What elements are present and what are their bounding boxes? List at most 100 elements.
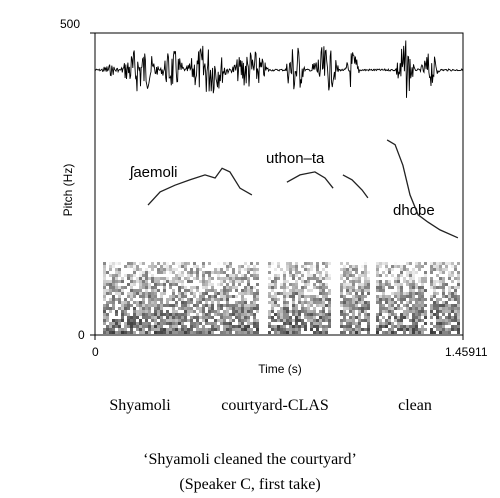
spectrogram-cell <box>184 319 187 322</box>
spectrogram-cell <box>406 268 409 271</box>
spectrogram-cell <box>295 268 298 271</box>
spectrogram-cell <box>430 277 433 280</box>
translation: ‘Shyamoli cleaned the courtyard’ <box>143 451 357 468</box>
spectrogram-cell <box>298 295 301 298</box>
spectrogram-cell <box>394 319 397 322</box>
spectrogram-cell <box>178 271 181 274</box>
spectrogram-cell <box>208 310 211 313</box>
spectrogram-cell <box>235 280 238 283</box>
spectrogram-cell <box>190 286 193 289</box>
spectrogram-cell <box>253 307 256 310</box>
pitch-contour <box>147 167 253 206</box>
spectrogram-cell <box>130 295 133 298</box>
spectrogram-cell <box>232 283 235 286</box>
spectrogram-cell <box>376 280 379 283</box>
spectrogram-cell <box>349 325 352 328</box>
spectrogram-cell <box>421 289 424 292</box>
spectrogram-cell <box>172 268 175 271</box>
spectrogram-cell <box>367 277 370 280</box>
spectrogram-cell <box>196 313 199 316</box>
spectrogram-cell <box>310 316 313 319</box>
annotation: uthon–ta <box>266 150 325 167</box>
spectrogram-cell <box>397 289 400 292</box>
spectrogram-cell <box>442 271 445 274</box>
spectrogram-cell <box>160 277 163 280</box>
spectrogram-cell <box>343 280 346 283</box>
spectrogram-cell <box>271 298 274 301</box>
spectrogram-cell <box>451 298 454 301</box>
spectrogram-cell <box>367 304 370 307</box>
spectrogram-cell <box>235 331 238 334</box>
spectrogram-cell <box>277 298 280 301</box>
spectrogram-cell <box>313 265 316 268</box>
spectrogram-cell <box>289 292 292 295</box>
spectrogram-cell <box>349 331 352 334</box>
spectrogram-cell <box>205 298 208 301</box>
spectrogram-cell <box>256 325 259 328</box>
spectrogram-cell <box>397 274 400 277</box>
spectrogram-cell <box>328 322 331 325</box>
spectrogram-cell <box>379 304 382 307</box>
spectrogram-cell <box>250 331 253 334</box>
spectrogram-cell <box>295 274 298 277</box>
spectrogram-cell <box>124 286 127 289</box>
spectrogram-cell <box>355 265 358 268</box>
spectrogram-cell <box>412 286 415 289</box>
spectrogram-cell <box>454 313 457 316</box>
spectrogram-cell <box>277 328 280 331</box>
spectrogram-cell <box>145 286 148 289</box>
y-axis-label: Pitch (Hz) <box>61 164 75 217</box>
spectrogram-cell <box>169 295 172 298</box>
spectrogram-cell <box>124 331 127 334</box>
spectrogram-cell <box>241 304 244 307</box>
spectrogram-cell <box>313 301 316 304</box>
spectrogram-cell <box>436 301 439 304</box>
spectrogram-cell <box>130 277 133 280</box>
spectrogram-cell <box>196 274 199 277</box>
spectrogram-cell <box>439 316 442 319</box>
spectrogram-cell <box>436 304 439 307</box>
spectrogram-cell <box>307 262 310 265</box>
spectrogram-cell <box>229 331 232 334</box>
spectrogram-cell <box>283 304 286 307</box>
spectrogram-cell <box>211 301 214 304</box>
spectrogram-cell <box>319 289 322 292</box>
spectrogram-cell <box>397 328 400 331</box>
spectrogram-cell <box>151 304 154 307</box>
spectrogram-cell <box>301 286 304 289</box>
spectrogram-cell <box>418 313 421 316</box>
spectrogram-cell <box>454 316 457 319</box>
spectrogram-cell <box>439 319 442 322</box>
spectrogram-cell <box>256 331 259 334</box>
spectrogram-cell <box>217 268 220 271</box>
spectrogram-cell <box>136 268 139 271</box>
spectrogram-cell <box>364 289 367 292</box>
spectrogram-cell <box>442 283 445 286</box>
spectrogram-cell <box>220 307 223 310</box>
spectrogram-cell <box>400 271 403 274</box>
spectrogram-cell <box>226 262 229 265</box>
spectrogram-cell <box>391 331 394 334</box>
spectrogram-cell <box>343 328 346 331</box>
spectrogram-cell <box>340 268 343 271</box>
spectrogram-cell <box>241 316 244 319</box>
spectrogram-cell <box>394 265 397 268</box>
spectrogram-cell <box>256 268 259 271</box>
spectrogram-cell <box>316 298 319 301</box>
spectrogram-cell <box>355 271 358 274</box>
spectrogram-cell <box>382 262 385 265</box>
spectrogram-cell <box>106 325 109 328</box>
spectrogram-cell <box>202 313 205 316</box>
spectrogram-cell <box>433 301 436 304</box>
spectrogram-cell <box>229 277 232 280</box>
spectrogram-cell <box>160 271 163 274</box>
spectrogram-cell <box>430 298 433 301</box>
spectrogram-cell <box>226 328 229 331</box>
spectrogram-cell <box>187 310 190 313</box>
spectrogram-cell <box>385 298 388 301</box>
spectrogram-cell <box>292 295 295 298</box>
spectrogram-cell <box>247 271 250 274</box>
spectrogram-cell <box>103 313 106 316</box>
spectrogram-cell <box>355 325 358 328</box>
spectrogram-cell <box>415 331 418 334</box>
